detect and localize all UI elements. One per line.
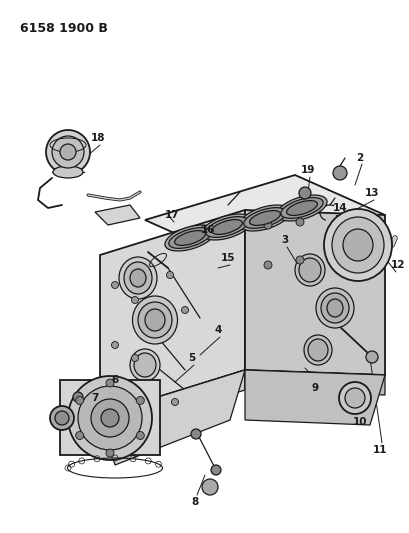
Circle shape — [131, 354, 138, 361]
Text: 2: 2 — [355, 153, 363, 163]
Circle shape — [55, 411, 69, 425]
Circle shape — [332, 166, 346, 180]
Circle shape — [136, 397, 144, 405]
Text: 6158 1900 B: 6158 1900 B — [20, 22, 108, 35]
Ellipse shape — [119, 257, 157, 299]
Ellipse shape — [315, 288, 353, 328]
Polygon shape — [245, 370, 384, 395]
Circle shape — [335, 261, 343, 269]
Ellipse shape — [331, 217, 383, 273]
Text: 16: 16 — [200, 225, 215, 235]
Ellipse shape — [174, 231, 205, 245]
Circle shape — [338, 382, 370, 414]
Circle shape — [298, 187, 310, 199]
Polygon shape — [60, 380, 160, 455]
Ellipse shape — [320, 293, 348, 323]
Polygon shape — [145, 175, 384, 260]
Text: 12: 12 — [390, 260, 404, 270]
Text: 14: 14 — [332, 203, 346, 213]
Ellipse shape — [298, 258, 320, 282]
Circle shape — [60, 144, 76, 160]
Circle shape — [91, 399, 129, 437]
Text: 9: 9 — [311, 383, 318, 393]
Text: 13: 13 — [364, 188, 378, 198]
Polygon shape — [95, 205, 139, 225]
Polygon shape — [100, 370, 245, 435]
Circle shape — [202, 479, 218, 495]
Ellipse shape — [307, 339, 327, 361]
Ellipse shape — [211, 220, 242, 235]
Text: 10: 10 — [352, 417, 366, 427]
Circle shape — [365, 351, 377, 363]
Circle shape — [335, 228, 343, 236]
Ellipse shape — [249, 211, 280, 225]
Text: 15: 15 — [220, 253, 235, 263]
Circle shape — [76, 397, 83, 405]
Circle shape — [111, 342, 118, 349]
Circle shape — [78, 386, 142, 450]
Circle shape — [106, 449, 114, 457]
Ellipse shape — [164, 225, 215, 251]
Text: 3: 3 — [281, 235, 288, 245]
Ellipse shape — [243, 208, 285, 228]
Polygon shape — [245, 210, 384, 375]
Ellipse shape — [239, 205, 289, 231]
Circle shape — [191, 429, 200, 439]
Text: 11: 11 — [372, 445, 387, 455]
Ellipse shape — [169, 228, 211, 248]
Circle shape — [211, 465, 220, 475]
Circle shape — [52, 136, 84, 168]
Ellipse shape — [326, 299, 342, 317]
Circle shape — [181, 306, 188, 313]
Circle shape — [151, 386, 158, 393]
Ellipse shape — [130, 349, 160, 381]
Ellipse shape — [53, 166, 83, 178]
Ellipse shape — [323, 209, 391, 281]
Circle shape — [131, 296, 138, 303]
Circle shape — [111, 281, 118, 288]
Ellipse shape — [138, 302, 172, 338]
Ellipse shape — [286, 200, 317, 215]
Circle shape — [263, 261, 271, 269]
Text: 17: 17 — [164, 210, 179, 220]
Circle shape — [295, 256, 303, 264]
Circle shape — [50, 406, 74, 430]
Ellipse shape — [294, 254, 324, 286]
Ellipse shape — [276, 195, 326, 221]
Ellipse shape — [132, 296, 177, 344]
Text: 8: 8 — [191, 497, 198, 507]
Circle shape — [101, 409, 119, 427]
Ellipse shape — [205, 216, 247, 237]
Text: 4: 4 — [214, 325, 221, 335]
Text: 19: 19 — [300, 165, 315, 175]
Circle shape — [136, 432, 144, 440]
Polygon shape — [100, 370, 245, 465]
Circle shape — [46, 130, 90, 174]
Circle shape — [166, 271, 173, 279]
Text: 18: 18 — [90, 133, 105, 143]
Circle shape — [263, 221, 271, 229]
Text: 5: 5 — [188, 353, 195, 363]
Circle shape — [73, 392, 83, 402]
Ellipse shape — [134, 353, 155, 377]
Ellipse shape — [145, 309, 164, 331]
Circle shape — [68, 376, 152, 460]
Ellipse shape — [280, 198, 322, 219]
Circle shape — [344, 388, 364, 408]
Text: 7: 7 — [91, 393, 99, 403]
Ellipse shape — [303, 335, 331, 365]
Circle shape — [76, 432, 83, 440]
Ellipse shape — [202, 214, 252, 240]
Polygon shape — [245, 370, 384, 425]
Ellipse shape — [342, 229, 372, 261]
Ellipse shape — [130, 269, 146, 287]
Circle shape — [295, 218, 303, 226]
Circle shape — [171, 399, 178, 406]
Text: 6: 6 — [111, 375, 118, 385]
Polygon shape — [100, 210, 245, 415]
Ellipse shape — [124, 262, 152, 294]
Circle shape — [106, 379, 114, 387]
